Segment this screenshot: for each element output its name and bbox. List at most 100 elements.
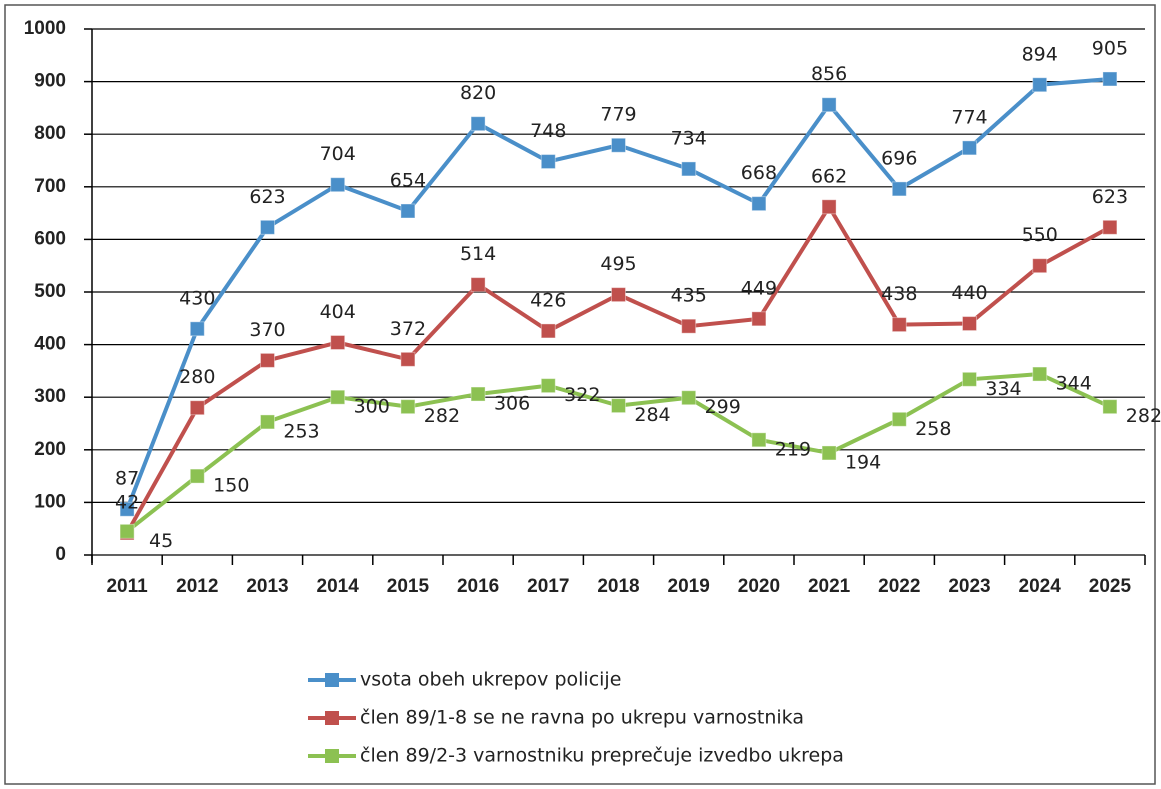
- marker: [400, 399, 416, 415]
- data-label: 623: [1092, 186, 1128, 208]
- marker: [821, 199, 837, 215]
- data-label: 748: [530, 120, 566, 142]
- marker: [119, 501, 135, 517]
- marker: [400, 203, 416, 219]
- data-label: 426: [530, 289, 566, 311]
- marker: [1032, 366, 1048, 382]
- marker: [611, 287, 626, 303]
- marker: [1032, 258, 1048, 274]
- data-label: 449: [741, 277, 777, 299]
- marker: [1102, 219, 1118, 235]
- data-label: 253: [283, 420, 319, 442]
- marker: [1032, 77, 1048, 93]
- data-label: 514: [460, 243, 496, 265]
- data-label: 280: [179, 366, 215, 388]
- data-label: 894: [1022, 43, 1058, 65]
- data-label: 438: [881, 283, 917, 305]
- x-tick-label: 2020: [738, 576, 780, 597]
- y-tick-label: 300: [34, 386, 66, 407]
- marker: [681, 390, 697, 406]
- data-label: 435: [671, 285, 707, 307]
- legend-marker: [325, 711, 339, 725]
- marker: [470, 386, 486, 402]
- data-label: 344: [1056, 373, 1092, 395]
- data-label: 282: [424, 405, 460, 427]
- x-tick-label: 2012: [176, 576, 218, 597]
- legend-label: člen 89/2-3 varnostniku preprečuje izved…: [360, 745, 844, 767]
- marker: [540, 323, 556, 339]
- data-label: 704: [320, 143, 356, 165]
- data-label: 668: [741, 162, 777, 184]
- marker: [260, 219, 275, 235]
- marker: [681, 318, 697, 334]
- marker: [330, 334, 346, 350]
- marker: [189, 400, 205, 416]
- data-label: 654: [390, 169, 426, 191]
- marker: [611, 137, 626, 153]
- y-tick-label: 200: [34, 439, 66, 460]
- x-tick-label: 2013: [246, 576, 288, 597]
- marker: [891, 181, 907, 197]
- data-label: 284: [634, 404, 670, 426]
- x-tick-label: 2023: [948, 576, 990, 597]
- marker: [751, 196, 767, 212]
- data-label: 194: [845, 451, 881, 473]
- legend-marker: [325, 749, 339, 763]
- marker: [400, 351, 416, 367]
- marker: [540, 378, 556, 394]
- marker: [189, 321, 205, 337]
- y-tick-label: 1000: [24, 18, 66, 39]
- data-label: 45: [149, 530, 173, 552]
- marker: [681, 161, 697, 177]
- data-label: 300: [354, 396, 390, 418]
- data-label: 696: [881, 147, 917, 169]
- marker: [611, 398, 626, 414]
- marker: [891, 411, 907, 427]
- data-label: 87: [115, 468, 139, 490]
- y-tick-label: 600: [34, 228, 66, 249]
- data-label: 550: [1022, 224, 1058, 246]
- y-tick-label: 700: [34, 176, 66, 197]
- marker: [962, 371, 977, 387]
- marker: [330, 177, 346, 193]
- x-tick-label: 2014: [317, 576, 360, 597]
- y-tick-label: 100: [34, 491, 66, 512]
- data-label: 440: [951, 282, 987, 304]
- data-label: 150: [213, 475, 249, 497]
- legend-marker: [325, 673, 339, 687]
- x-tick-label: 2016: [457, 576, 499, 597]
- x-tick-label: 2024: [1019, 576, 1062, 597]
- marker: [751, 432, 767, 448]
- data-label: 905: [1092, 37, 1128, 59]
- y-tick-label: 800: [34, 123, 66, 144]
- legend-label: vsota obeh ukrepov policije: [360, 669, 621, 691]
- data-label: 662: [811, 165, 847, 187]
- marker: [119, 523, 135, 539]
- marker: [540, 154, 556, 170]
- x-tick-label: 2021: [808, 576, 851, 597]
- data-label: 430: [179, 287, 215, 309]
- data-label: 404: [320, 301, 356, 323]
- data-label: 774: [951, 106, 987, 128]
- data-label: 282: [1126, 405, 1161, 427]
- marker: [470, 277, 486, 293]
- y-tick-label: 0: [55, 544, 66, 565]
- data-label: 734: [671, 127, 707, 149]
- marker: [821, 445, 837, 461]
- data-label: 623: [249, 186, 285, 208]
- data-label: 322: [564, 384, 600, 406]
- x-tick-label: 2011: [106, 576, 148, 597]
- data-label: 306: [494, 393, 530, 415]
- marker: [891, 317, 907, 333]
- data-label: 219: [775, 438, 811, 460]
- x-tick-label: 2019: [668, 576, 710, 597]
- data-label: 258: [915, 418, 951, 440]
- data-label: 820: [460, 82, 496, 104]
- data-label: 495: [600, 253, 636, 275]
- chart-border: [4, 4, 1156, 785]
- marker: [260, 352, 275, 368]
- marker: [470, 116, 486, 132]
- data-label: 334: [985, 378, 1021, 400]
- marker: [1102, 71, 1118, 87]
- x-tick-label: 2018: [597, 576, 639, 597]
